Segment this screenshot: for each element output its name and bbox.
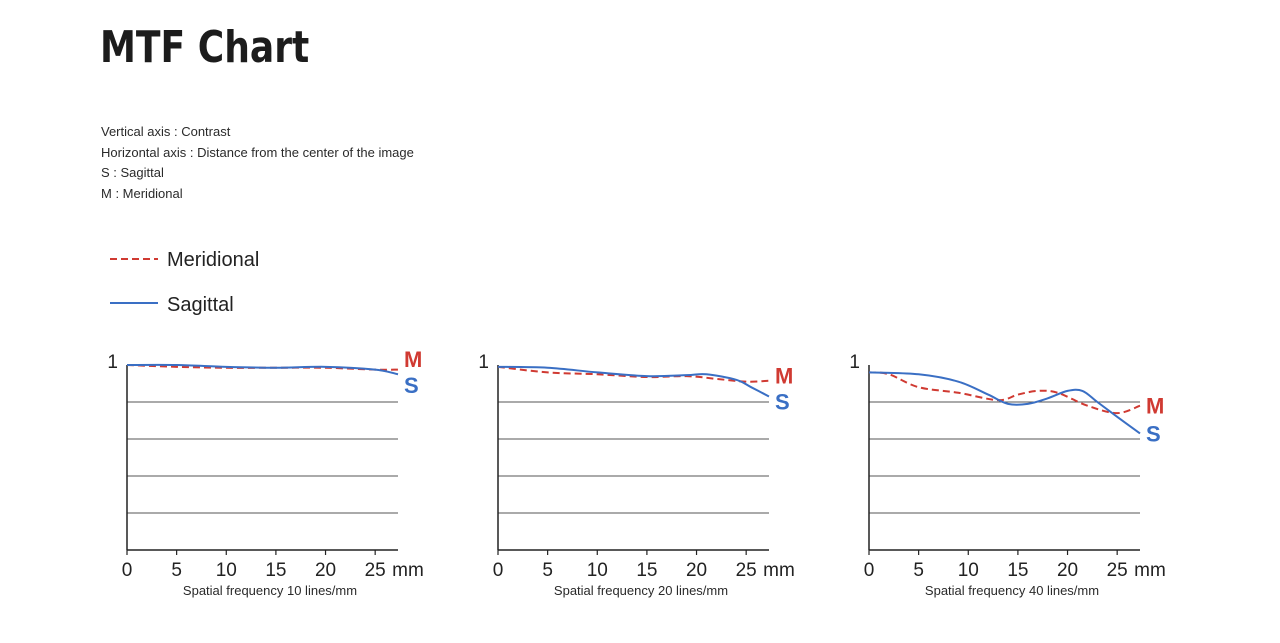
x-tick-label: 25	[736, 560, 757, 581]
x-tick-label: 0	[864, 560, 875, 581]
description-vertical-axis: Vertical axis : Contrast	[101, 124, 231, 139]
description-sagittal: S : Sagittal	[101, 165, 164, 181]
meridional-end-label: M	[404, 347, 422, 372]
x-tick-label: 5	[542, 560, 553, 581]
sagittal-series-line	[497, 365, 770, 398]
x-tick-label: 5	[171, 560, 182, 581]
sagittal-series-line	[868, 371, 1141, 435]
x-tick-label: 10	[216, 560, 237, 581]
x-tick-label: 15	[1007, 560, 1028, 581]
x-tick-label: 20	[1057, 560, 1078, 581]
x-tick-label: 25	[1107, 560, 1128, 581]
chart-40-caption: Spatial frequency 40 lines/mm	[924, 583, 1100, 598]
meridional-series-line	[497, 365, 770, 383]
chart-20-caption: Spatial frequency 20 lines/mm	[553, 583, 729, 598]
x-tick-label: 0	[122, 560, 133, 581]
x-unit-label: mm	[392, 560, 424, 581]
meridional-end-label: M	[775, 364, 793, 389]
description-horizontal-axis: Horizontal axis : Distance from the cent…	[101, 144, 414, 160]
x-unit-label: mm	[763, 560, 795, 581]
y-tick-label: 1	[107, 352, 118, 373]
page-title: MTF Chart	[100, 22, 310, 73]
description-meridional: M : Meridional	[101, 185, 183, 201]
x-tick-label: 25	[365, 560, 386, 581]
x-tick-label: 0	[493, 560, 504, 581]
x-tick-label: 15	[636, 560, 657, 581]
legend-sagittal-label: Sagittal	[167, 294, 234, 316]
x-unit-label: mm	[1134, 560, 1166, 581]
x-tick-label: 20	[315, 560, 336, 581]
x-tick-label: 20	[686, 560, 707, 581]
sagittal-end-label: S	[775, 390, 790, 415]
sagittal-end-label: S	[404, 373, 419, 398]
y-tick-label: 1	[478, 352, 489, 373]
sagittal-end-label: S	[1146, 421, 1161, 446]
legend-meridional-label: Meridional	[167, 249, 259, 271]
chart-legend: Meridional Sagittal	[110, 249, 259, 316]
chart-10-caption: Spatial frequency 10 lines/mm	[182, 583, 358, 598]
x-tick-label: 15	[265, 560, 286, 581]
meridional-series-line	[868, 371, 1141, 415]
x-tick-label: 10	[958, 560, 979, 581]
x-tick-label: 10	[587, 560, 608, 581]
chart-description: Vertical axis : Contrast Horizontal axis…	[101, 122, 414, 204]
y-tick-label: 1	[849, 352, 860, 373]
meridional-end-label: M	[1146, 394, 1164, 419]
x-tick-label: 5	[913, 560, 924, 581]
sagittal-series-line	[126, 363, 399, 376]
